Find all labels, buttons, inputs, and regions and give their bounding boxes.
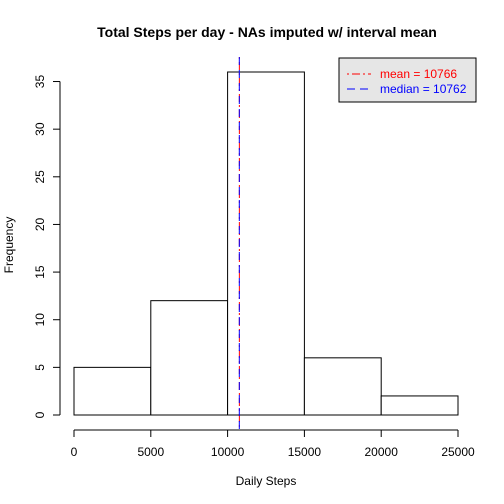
legend-label: median = 10762: [380, 82, 467, 96]
y-tick-label: 15: [33, 265, 47, 279]
y-tick-label: 0: [33, 411, 47, 418]
y-tick-label: 10: [33, 313, 47, 327]
y-axis-label: Frequency: [2, 217, 16, 274]
x-tick-label: 5000: [137, 445, 164, 459]
legend-label: mean = 10766: [380, 67, 457, 81]
histogram-bar: [150, 300, 229, 416]
y-tick-label: 5: [33, 364, 47, 371]
x-tick-label: 10000: [211, 445, 245, 459]
y-tick-label: 20: [33, 217, 47, 231]
chart-title: Total Steps per day - NAs imputed w/ int…: [97, 24, 437, 40]
y-tick-label: 30: [33, 122, 47, 136]
x-tick-label: 25000: [441, 445, 475, 459]
histogram-bar: [73, 366, 152, 416]
y-tick-label: 25: [33, 170, 47, 184]
legend-box: [338, 57, 477, 103]
x-tick-label: 0: [71, 445, 78, 459]
x-tick-label: 20000: [365, 445, 399, 459]
x-tick-label: 15000: [288, 445, 322, 459]
bars-group: [73, 71, 459, 416]
histogram-bar: [227, 71, 305, 416]
histogram-bar: [380, 395, 459, 416]
y-tick-label: 35: [33, 75, 47, 89]
y-axis: 0 5 10 15 20 25 30 35: [33, 75, 61, 418]
x-axis-label: Daily Steps: [236, 474, 297, 488]
x-axis: 0 5000 10000 15000 20000 25000: [71, 429, 475, 459]
histogram-bar: [303, 357, 382, 416]
